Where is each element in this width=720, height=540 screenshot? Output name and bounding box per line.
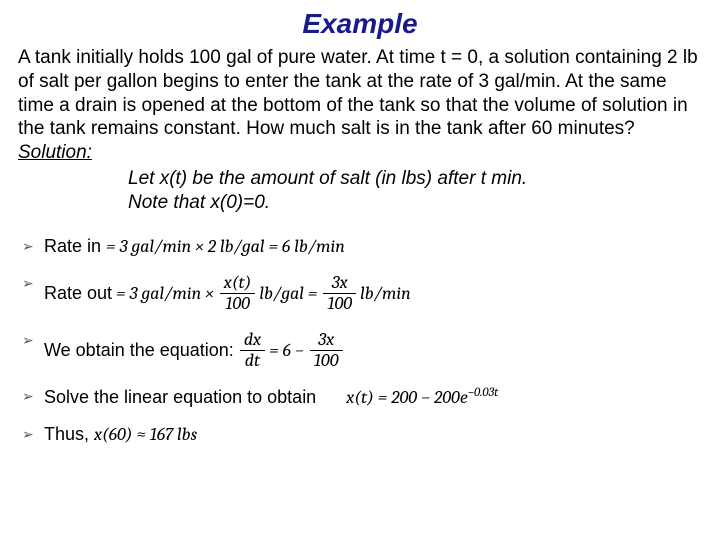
- bullet-result: Thus, x(60) ≈ 167 lbs: [22, 424, 702, 445]
- problem-statement: A tank initially holds 100 gal of pure w…: [18, 46, 702, 165]
- bullet-lead: Rate in: [44, 236, 106, 256]
- math-expr: x(t) = 200 − 200e−0.03t: [346, 387, 498, 408]
- fraction-num: x(t): [220, 273, 256, 294]
- bullet-lead: Rate out: [44, 283, 112, 304]
- bullet-rate-in: Rate in = 3 gal/min × 2 lb/gal = 6 lb/mi…: [22, 236, 702, 257]
- solution-intro: Let x(t) be the amount of salt (in lbs) …: [128, 167, 702, 216]
- fraction: x(t) 100: [220, 273, 256, 314]
- solution-line-1: Let x(t) be the amount of salt (in lbs) …: [128, 168, 527, 189]
- bullet-rate-out: Rate out = 3 gal/min × x(t) 100 lb/gal =…: [22, 273, 702, 314]
- math-expr: = 3 gal/min × 2 lb/gal = 6 lb/min: [106, 236, 345, 257]
- fraction-num: 3x: [323, 273, 356, 294]
- math-mid: lb/gal =: [259, 283, 317, 304]
- math-pre: = 3 gal/min ×: [116, 283, 214, 304]
- fraction-den: dt: [240, 351, 265, 371]
- expr-exponent: −0.03t: [468, 386, 499, 400]
- math-expr: x(60) ≈ 167 lbs: [94, 424, 197, 445]
- slide-content: Example A tank initially holds 100 gal o…: [0, 0, 720, 479]
- bullet-lead: Thus,: [44, 424, 94, 444]
- math-tail: lb/min: [360, 283, 411, 304]
- expr-base: x(t) = 200 − 200e: [346, 387, 467, 408]
- fraction-den: 100: [323, 294, 356, 314]
- bullet-equation: We obtain the equation: dx dt = 6 − 3x 1…: [22, 330, 702, 371]
- fraction: 3x 100: [310, 330, 343, 371]
- solution-label: Solution:: [18, 142, 92, 163]
- fraction-num: 3x: [310, 330, 343, 351]
- bullet-solve: Solve the linear equation to obtain x(t)…: [22, 386, 702, 408]
- math-mid: = 6 −: [269, 340, 304, 361]
- fraction: dx dt: [240, 330, 265, 371]
- fraction-den: 100: [310, 351, 343, 371]
- fraction-num: dx: [240, 330, 265, 351]
- bullet-lead: We obtain the equation:: [44, 340, 234, 361]
- bullet-lead: Solve the linear equation to obtain: [44, 387, 316, 407]
- problem-text: A tank initially holds 100 gal of pure w…: [18, 47, 698, 139]
- fraction-den: 100: [220, 294, 256, 314]
- slide-title: Example: [18, 8, 702, 40]
- fraction: 3x 100: [323, 273, 356, 314]
- solution-line-2: Note that x(0)=0.: [128, 192, 270, 213]
- bullet-list: Rate in = 3 gal/min × 2 lb/gal = 6 lb/mi…: [22, 236, 702, 445]
